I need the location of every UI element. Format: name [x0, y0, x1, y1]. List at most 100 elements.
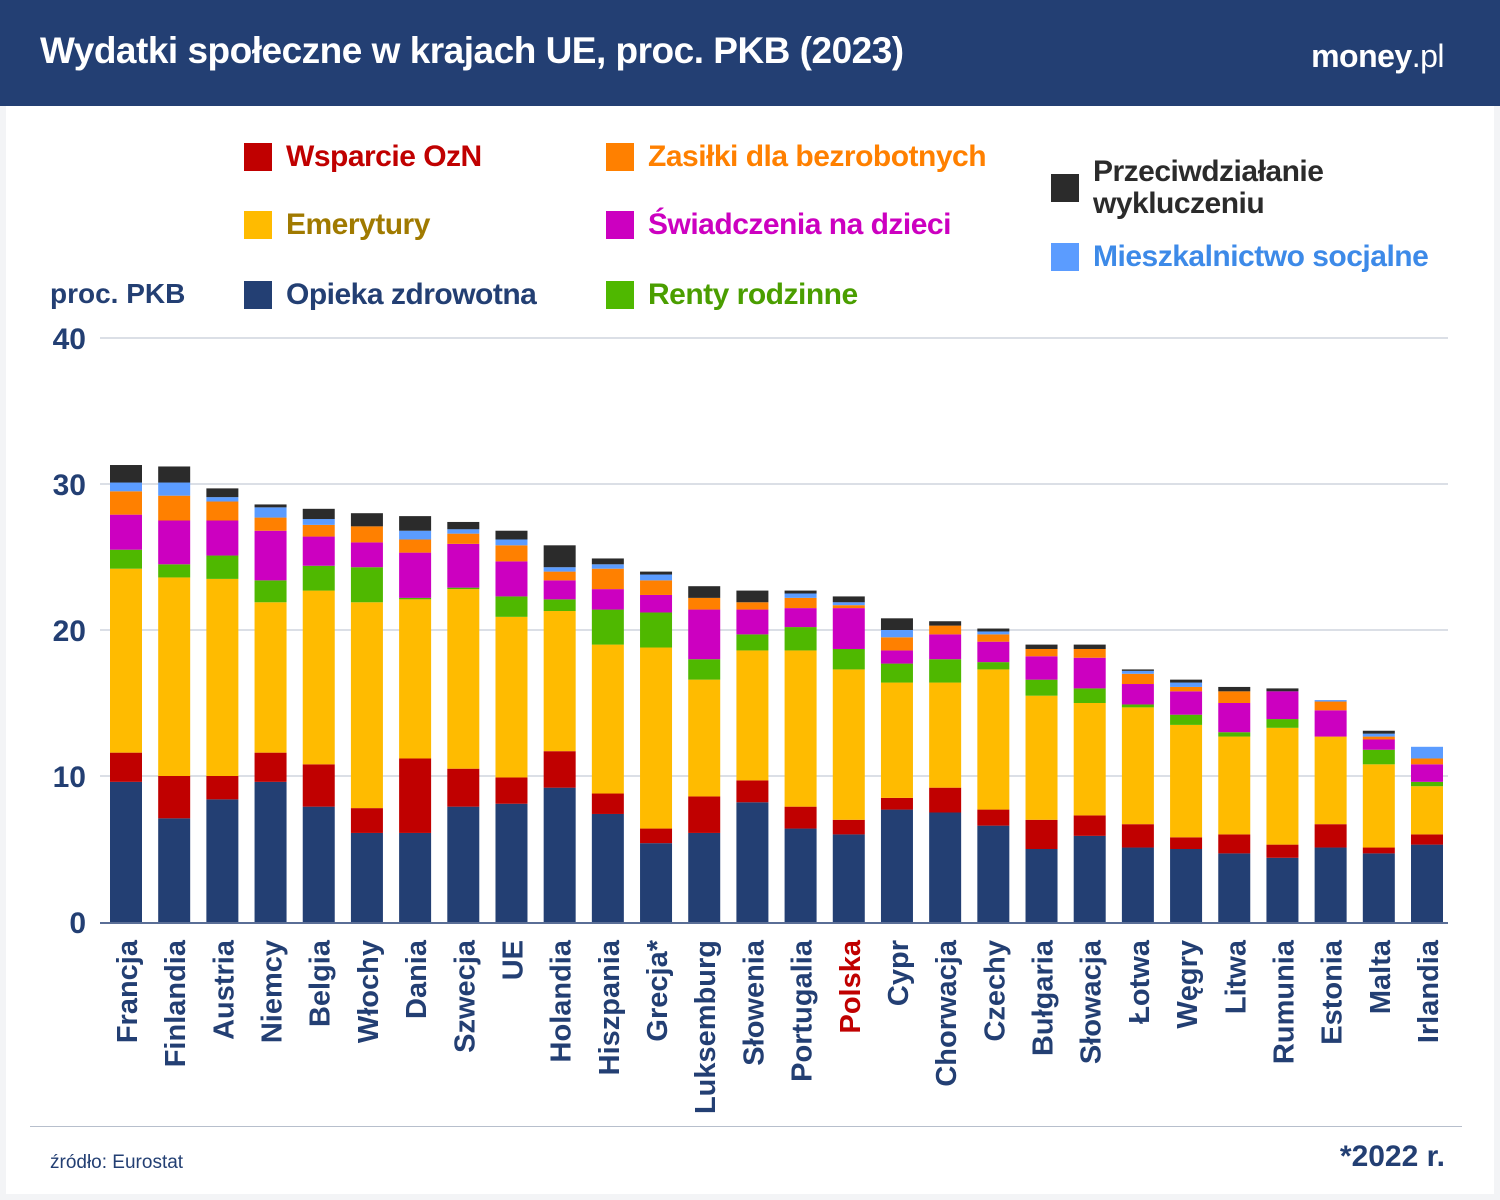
bar-segment	[688, 609, 721, 660]
footer-divider	[30, 1126, 1462, 1127]
source-note: źródło: Eurostat	[50, 1152, 184, 1173]
bar-segment	[688, 679, 721, 797]
bar-segment	[591, 564, 624, 569]
footnote: *2022 r.	[1339, 1140, 1445, 1173]
legend-item-renty: Renty rodzinne	[606, 278, 858, 312]
bar-segment	[399, 539, 432, 553]
bar-segment	[1121, 673, 1154, 685]
bar-segment	[1073, 815, 1106, 836]
bar-segment	[688, 597, 721, 610]
legend-label: Emerytury	[286, 208, 430, 241]
bar-segment	[1411, 844, 1443, 922]
x-tick-label: Belgia	[305, 939, 337, 1027]
bar-segment	[495, 545, 528, 562]
bar-segment	[1170, 686, 1203, 692]
bar-segment	[977, 641, 1010, 663]
bar-segment	[1170, 682, 1203, 687]
bar-segment	[350, 567, 383, 603]
bar-segment	[640, 580, 673, 595]
bar-segment	[929, 787, 962, 813]
bar-segment	[880, 650, 913, 664]
x-tick-label: UE	[497, 940, 529, 980]
bar-segment	[206, 799, 239, 922]
legend-label: Renty rodzinne	[648, 278, 858, 311]
bar-segment	[447, 768, 480, 807]
bar-segment	[399, 597, 432, 600]
bar-segment	[495, 530, 528, 540]
bar-segment	[1362, 733, 1395, 737]
bar-segment	[784, 608, 817, 628]
bar-segment	[543, 611, 576, 752]
legend-item-swiadczenia: Świadczenia na dzieci	[606, 208, 951, 242]
bar-segment	[977, 662, 1010, 670]
bar-segment	[1266, 727, 1299, 845]
money-pl-logo: money.pl	[1311, 38, 1444, 74]
bar-segment	[1314, 700, 1347, 702]
bar-segment	[1121, 669, 1154, 671]
bar-segment	[640, 647, 673, 829]
bar-segment	[350, 602, 383, 809]
bar-segment	[158, 776, 191, 819]
x-tick-label: Grecja*	[642, 939, 674, 1041]
bar-segment	[977, 809, 1010, 826]
bar-segment	[110, 568, 142, 753]
bar-segment	[640, 828, 673, 844]
bar-segment	[158, 818, 191, 922]
bar-segment	[399, 552, 432, 598]
bar-segment	[447, 806, 480, 922]
x-tick-label: Czechy	[979, 940, 1011, 1042]
y-tick-label: 30	[53, 469, 86, 502]
bar-segment	[495, 803, 528, 922]
bar-segment	[1025, 849, 1058, 922]
bar-segment	[1121, 847, 1154, 922]
bar-segment	[543, 567, 576, 572]
bar-segment	[158, 520, 191, 565]
bar-segment	[495, 616, 528, 778]
bar-segment	[302, 565, 335, 591]
bar-segment	[1025, 695, 1058, 820]
bar-segment	[1266, 844, 1299, 858]
bar-segment	[399, 832, 432, 922]
legend-swatch	[606, 281, 634, 309]
bar-segment	[1411, 781, 1443, 787]
bar-segment	[832, 602, 865, 606]
legend-item-wsparcie-ozn: Wsparcie OzN	[244, 140, 482, 174]
bar-segment	[1170, 691, 1203, 715]
bar-segment	[929, 659, 962, 683]
bar-segment	[1218, 853, 1251, 922]
bar-segment	[832, 834, 865, 922]
bar-segment	[929, 634, 962, 660]
x-tick-label: Słowacja	[1076, 939, 1108, 1064]
bar-segment	[399, 530, 432, 540]
bar-segment	[543, 599, 576, 612]
bar-segment	[1362, 749, 1395, 765]
bar-segment	[1266, 688, 1299, 692]
bar-segment	[688, 586, 721, 598]
x-tick-label: Finlandia	[160, 939, 192, 1067]
bar-segment	[495, 561, 528, 597]
bar-segment	[736, 634, 769, 651]
bar-segment	[302, 508, 335, 520]
bar-segment	[832, 605, 865, 609]
bar-segment	[591, 609, 624, 645]
bar-segment	[302, 519, 335, 525]
bar-segment	[591, 813, 624, 922]
bar-segment	[929, 625, 962, 635]
bar-segment	[1314, 710, 1347, 737]
bar-segment	[929, 621, 962, 626]
bar-segment	[254, 517, 287, 531]
bar-segment	[1170, 849, 1203, 922]
bar-segment	[1362, 847, 1395, 854]
x-tick-label: Dania	[401, 939, 433, 1019]
bar-segment	[447, 589, 480, 769]
bar-segment	[447, 521, 480, 530]
bar-segment	[254, 530, 287, 581]
bar-segment	[591, 568, 624, 590]
bar-segment	[206, 520, 239, 556]
bar-segment	[1362, 764, 1395, 848]
bar-segment	[447, 533, 480, 544]
bar-segment	[1314, 824, 1347, 848]
legend-swatch	[606, 211, 634, 239]
bar-segment	[447, 543, 480, 588]
